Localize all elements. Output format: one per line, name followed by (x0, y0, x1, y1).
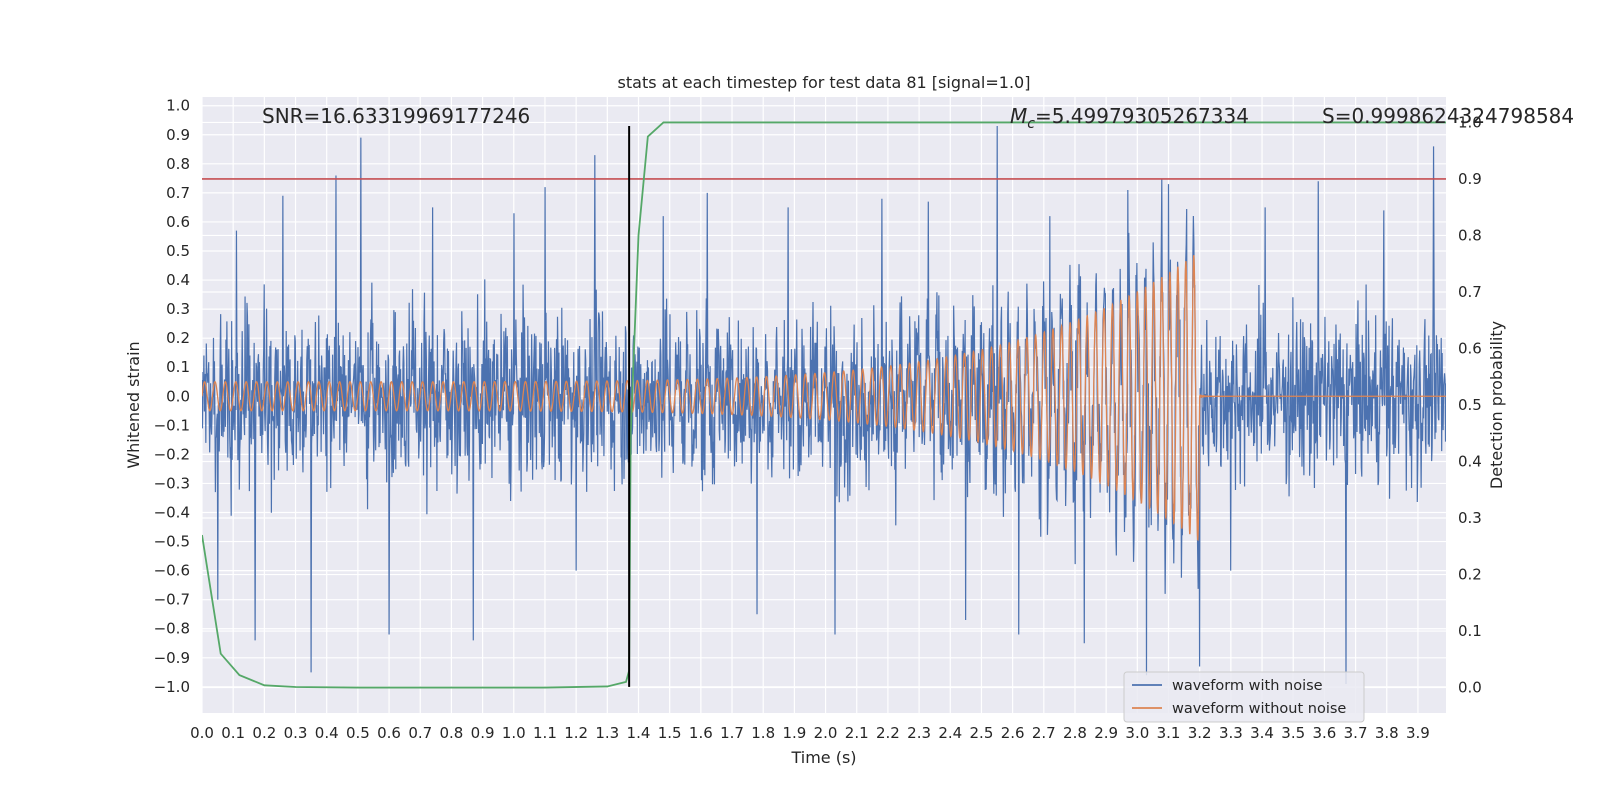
x-tick-label: 1.5 (658, 724, 682, 742)
x-tick-label: 3.9 (1406, 724, 1430, 742)
x-tick-label: 2.2 (876, 724, 900, 742)
x-tick-label: 3.4 (1250, 724, 1274, 742)
x-tick-label: 2.7 (1032, 724, 1056, 742)
chirp-mass-symbol: M (1010, 104, 1027, 128)
legend: waveform with noise waveform without noi… (1123, 671, 1365, 723)
x-axis-title: Time (s) (790, 748, 856, 767)
x-tick-label: 1.7 (720, 724, 744, 742)
y2-tick-label: 0.9 (1458, 170, 1482, 188)
y-tick-label: −0.7 (154, 591, 190, 609)
y2-tick-label: 0.1 (1458, 622, 1482, 640)
x-tick-label: 2.3 (907, 724, 931, 742)
x-tick-label: 2.1 (845, 724, 869, 742)
series-line-detection-probability (202, 121, 1446, 689)
x-tick-label: 0.7 (408, 724, 432, 742)
y-tick-label: −0.2 (154, 445, 190, 463)
x-tick-label: 2.9 (1094, 724, 1118, 742)
x-tick-label: 3.7 (1344, 724, 1368, 742)
y-tick-label: 0.1 (166, 358, 190, 376)
y2-tick-labels: 0.0 0.1 0.2 0.3 0.4 0.5 0.6 0.7 0.8 0.9 1.0 (1458, 113, 1482, 696)
x-tick-label: 3.5 (1281, 724, 1305, 742)
legend-box (1123, 671, 1365, 723)
y-tick-label: −1.0 (154, 678, 190, 696)
y-tick-label: 0.0 (166, 387, 190, 405)
legend-label-waveform-with-noise: waveform with noise (1172, 678, 1323, 694)
chart-title: stats at each timestep for test data 81 … (618, 73, 1031, 92)
y2-tick-label: 1.0 (1458, 113, 1482, 131)
x-tick-label: 3.8 (1375, 724, 1399, 742)
x-tick-labels: 0.0 0.1 0.2 0.3 0.4 0.5 0.6 0.7 0.8 0.9 1.0 1.1 1.2 1… (190, 724, 1430, 742)
x-tick-label: 1.4 (627, 724, 651, 742)
y-tick-label: −0.5 (154, 533, 190, 551)
x-tick-label: 3.3 (1219, 724, 1243, 742)
y-tick-label: 1.0 (166, 97, 190, 115)
x-tick-label: 0.4 (315, 724, 339, 742)
x-tick-label: 3.1 (1157, 724, 1181, 742)
x-tick-label: 0.8 (439, 724, 463, 742)
x-tick-label: 3.0 (1125, 724, 1149, 742)
y-axis-title: Whitened strain (124, 341, 143, 468)
x-tick-label: 0.1 (221, 724, 245, 742)
x-tick-label: 1.2 (564, 724, 588, 742)
x-tick-label: 0.5 (346, 724, 370, 742)
y-tick-label: −0.4 (154, 504, 190, 522)
y-tick-label: 0.5 (166, 242, 190, 260)
snr-annotation: SNR=16.63319969177246 (262, 104, 530, 128)
s-annotation: S=0.9998624324798584 (1322, 104, 1574, 128)
chirp-mass-value: =5.49979305267334 (1035, 104, 1249, 128)
y-tick-label: 0.9 (166, 126, 190, 144)
y-tick-label: −0.3 (154, 474, 190, 492)
x-tick-label: 0.6 (377, 724, 401, 742)
x-tick-label: 1.8 (751, 724, 775, 742)
y-tick-label: −0.9 (154, 649, 190, 667)
legend-label-waveform-without-noise: waveform without noise (1172, 701, 1346, 717)
x-tick-label: 3.2 (1188, 724, 1212, 742)
x-tick-label: 1.9 (782, 724, 806, 742)
y-tick-label: 0.6 (166, 213, 190, 231)
x-tick-label: 2.4 (938, 724, 962, 742)
x-tick-label: 1.3 (595, 724, 619, 742)
y2-tick-label: 0.4 (1458, 453, 1482, 471)
y2-tick-label: 0.0 (1458, 679, 1482, 697)
x-tick-label: 1.6 (689, 724, 713, 742)
y2-axis-title: Detection probability (1487, 321, 1506, 489)
y-tick-labels: 1.0 0.9 0.8 0.7 0.6 0.5 0.4 0.3 0.2 0.1 0.0 −0.1 −0.… (154, 97, 190, 696)
x-tick-label: 2.8 (1063, 724, 1087, 742)
y2-tick-label: 0.5 (1458, 396, 1482, 414)
y2-tick-label: 0.8 (1458, 226, 1482, 244)
x-tick-label: 0.9 (471, 724, 495, 742)
series-line-waveform-without-noise (202, 255, 1446, 542)
x-tick-label: 0.3 (284, 724, 308, 742)
y-tick-label: 0.8 (166, 155, 190, 173)
y-gridlines (202, 105, 1446, 688)
y2-tick-label: 0.3 (1458, 509, 1482, 527)
y2-tick-label: 0.6 (1458, 339, 1482, 357)
x-tick-label: 3.6 (1312, 724, 1336, 742)
series-line-waveform-with-noise (202, 126, 1446, 684)
y-tick-label: −0.8 (154, 620, 190, 638)
y-tick-label: 0.3 (166, 300, 190, 318)
chirp-mass-subscript: c (1027, 116, 1035, 132)
x-tick-label: 2.0 (814, 724, 838, 742)
x-tick-label: 1.0 (502, 724, 526, 742)
x-tick-label: 0.0 (190, 724, 214, 742)
y-tick-label: 0.2 (166, 329, 190, 347)
x-tick-label: 0.2 (252, 724, 276, 742)
y2-tick-label: 0.7 (1458, 283, 1482, 301)
y-tick-label: 0.7 (166, 184, 190, 202)
x-tick-label: 1.1 (533, 724, 557, 742)
x-tick-label: 2.6 (1001, 724, 1025, 742)
x-tick-label: 2.5 (970, 724, 994, 742)
y2-tick-label: 0.2 (1458, 566, 1482, 584)
y-tick-label: −0.1 (154, 416, 190, 434)
y-tick-label: −0.6 (154, 562, 190, 580)
chirp-mass-annotation: Mc=5.49979305267334 (1010, 104, 1249, 132)
y-tick-label: 0.4 (166, 271, 190, 289)
